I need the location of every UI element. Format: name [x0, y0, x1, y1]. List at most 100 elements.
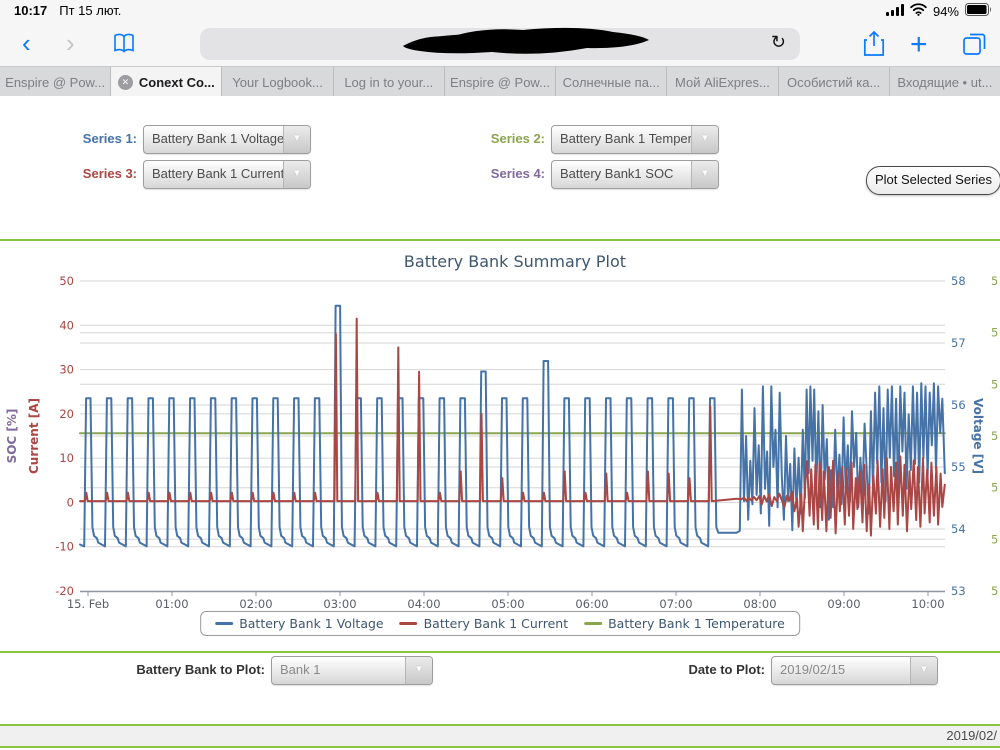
svg-text:5: 5 — [991, 429, 998, 443]
bank-to-plot-label: Battery Bank to Plot: — [100, 662, 265, 677]
tab-label: Your Logbook... — [232, 75, 323, 90]
svg-text:53: 53 — [951, 584, 966, 598]
share-icon[interactable] — [862, 30, 886, 63]
divider-green-top — [0, 239, 1000, 241]
redacted-url-scribble — [395, 24, 655, 69]
status-date: Пт 15 лют. — [59, 3, 121, 18]
address-bar[interactable]: ↻ — [200, 28, 800, 60]
svg-text:50: 50 — [59, 274, 74, 288]
browser-tab[interactable]: Enspire @ Pow... — [0, 67, 111, 97]
tab-label: Enspire @ Pow... — [5, 75, 105, 90]
chevron-down-icon: ▼ — [283, 126, 310, 153]
browser-tab[interactable]: Солнечные па... — [556, 67, 667, 97]
page-content: Series 1: Battery Bank 1 Voltage ▼ Serie… — [0, 96, 1000, 750]
svg-text:55: 55 — [951, 460, 966, 474]
svg-text:40: 40 — [59, 318, 74, 332]
svg-text:54: 54 — [951, 522, 966, 536]
svg-text:Current [A]: Current [A] — [27, 398, 41, 474]
series1-value: Battery Bank 1 Voltage — [144, 126, 283, 153]
browser-tab[interactable]: Особистий ка... — [779, 67, 890, 97]
status-time: 10:17 — [14, 3, 47, 18]
chevron-down-icon: ▼ — [405, 657, 432, 684]
date-to-plot-label: Date to Plot: — [655, 662, 765, 677]
svg-text:08:00: 08:00 — [743, 597, 776, 611]
legend-dash-icon — [400, 622, 418, 625]
battery-percent: 94% — [933, 4, 959, 19]
series3-label: Series 3: — [40, 166, 137, 181]
svg-text:58: 58 — [951, 274, 966, 288]
series4-label: Series 4: — [455, 166, 545, 181]
tab-label: Enspire @ Pow... — [450, 75, 550, 90]
browser-toolbar: ‹ › ↻ + — [0, 22, 1000, 67]
chevron-down-icon: ▼ — [910, 657, 937, 684]
bank-value: Bank 1 — [272, 657, 405, 684]
svg-text:20: 20 — [59, 407, 74, 421]
new-tab-icon[interactable]: + — [910, 28, 928, 62]
tab-label: Log in to your... — [344, 75, 433, 90]
date-value: 2019/02/15 — [772, 657, 910, 684]
svg-text:SOC [%]: SOC [%] — [5, 409, 19, 464]
series3-select[interactable]: Battery Bank 1 Current ▼ — [143, 160, 311, 189]
close-tab-icon[interactable]: ✕ — [118, 75, 133, 90]
svg-text:-10: -10 — [55, 540, 74, 554]
bookmarks-icon[interactable] — [112, 31, 136, 60]
svg-text:5: 5 — [991, 584, 998, 598]
browser-tab[interactable]: Входящие • ut... — [890, 67, 1000, 97]
legend-item[interactable]: Battery Bank 1 Temperature — [584, 616, 785, 631]
wifi-icon — [910, 3, 927, 19]
legend-dash-icon — [584, 622, 602, 625]
series1-label: Series 1: — [40, 131, 137, 146]
browser-tab[interactable]: Enspire @ Pow... — [445, 67, 556, 97]
browser-tab[interactable]: Мой AliExpres... — [667, 67, 778, 97]
svg-text:5: 5 — [991, 377, 998, 391]
tab-label: Солнечные па... — [563, 75, 660, 90]
forward-button[interactable]: › — [66, 26, 75, 60]
svg-text:-20: -20 — [55, 584, 74, 598]
browser-tab[interactable]: Log in to your... — [334, 67, 445, 97]
legend-item[interactable]: Battery Bank 1 Voltage — [215, 616, 383, 631]
footer-date: 2019/02/ — [0, 726, 1000, 746]
ipad-screen: 10:17 Пт 15 лют. 94% — [0, 0, 1000, 750]
svg-text:01:00: 01:00 — [155, 597, 188, 611]
tabs-overview-icon[interactable] — [962, 31, 987, 61]
tab-label: Conext Co... — [139, 75, 215, 90]
svg-text:Battery Bank Summary Plot: Battery Bank Summary Plot — [404, 252, 626, 271]
series4-select[interactable]: Battery Bank1 SOC ▼ — [551, 160, 719, 189]
tab-label: Мой AliExpres... — [675, 75, 770, 90]
back-button[interactable]: ‹ — [22, 26, 31, 60]
reload-icon[interactable]: ↻ — [771, 32, 786, 53]
battery-summary-chart: Battery Bank Summary Plot15. Feb01:0002:… — [0, 245, 1000, 640]
legend-item[interactable]: Battery Bank 1 Current — [400, 616, 568, 631]
svg-text:5: 5 — [991, 532, 998, 546]
series2-select[interactable]: Battery Bank 1 Temperature ▼ — [551, 125, 719, 154]
plot-selected-series-button[interactable]: Plot Selected Series — [866, 166, 1000, 195]
series3-value: Battery Bank 1 Current — [144, 161, 283, 188]
chevron-down-icon: ▼ — [283, 161, 310, 188]
legend-label: Battery Bank 1 Current — [424, 616, 568, 631]
svg-text:03:00: 03:00 — [323, 597, 356, 611]
svg-text:06:00: 06:00 — [575, 597, 608, 611]
svg-text:10: 10 — [59, 451, 74, 465]
browser-tab[interactable]: ✕ Conext Co... — [111, 67, 222, 97]
battery-icon — [965, 3, 992, 19]
series1-select[interactable]: Battery Bank 1 Voltage ▼ — [143, 125, 311, 154]
chart-legend: Battery Bank 1 Voltage Battery Bank 1 Cur… — [200, 611, 800, 636]
svg-text:02:00: 02:00 — [239, 597, 272, 611]
bank-select[interactable]: Bank 1 ▼ — [271, 656, 433, 685]
divider-green-footer-bottom — [0, 746, 1000, 748]
svg-text:56: 56 — [951, 398, 966, 412]
date-select[interactable]: 2019/02/15 ▼ — [771, 656, 938, 685]
browser-tab[interactable]: Your Logbook... — [222, 67, 333, 97]
tab-label: Входящие • ut... — [897, 75, 992, 90]
svg-text:57: 57 — [951, 336, 966, 350]
tab-bar: Enspire @ Pow... ✕ Conext Co... Your Logboo… — [0, 66, 1000, 97]
svg-text:0: 0 — [67, 495, 74, 509]
chevron-down-icon: ▼ — [691, 161, 718, 188]
svg-text:5: 5 — [991, 274, 998, 288]
series4-value: Battery Bank1 SOC — [552, 161, 691, 188]
svg-text:5: 5 — [991, 326, 998, 340]
legend-dash-icon — [215, 622, 233, 625]
chevron-down-icon: ▼ — [691, 126, 718, 153]
tab-label: Особистий ка... — [787, 75, 880, 90]
series2-value: Battery Bank 1 Temperature — [552, 126, 691, 153]
